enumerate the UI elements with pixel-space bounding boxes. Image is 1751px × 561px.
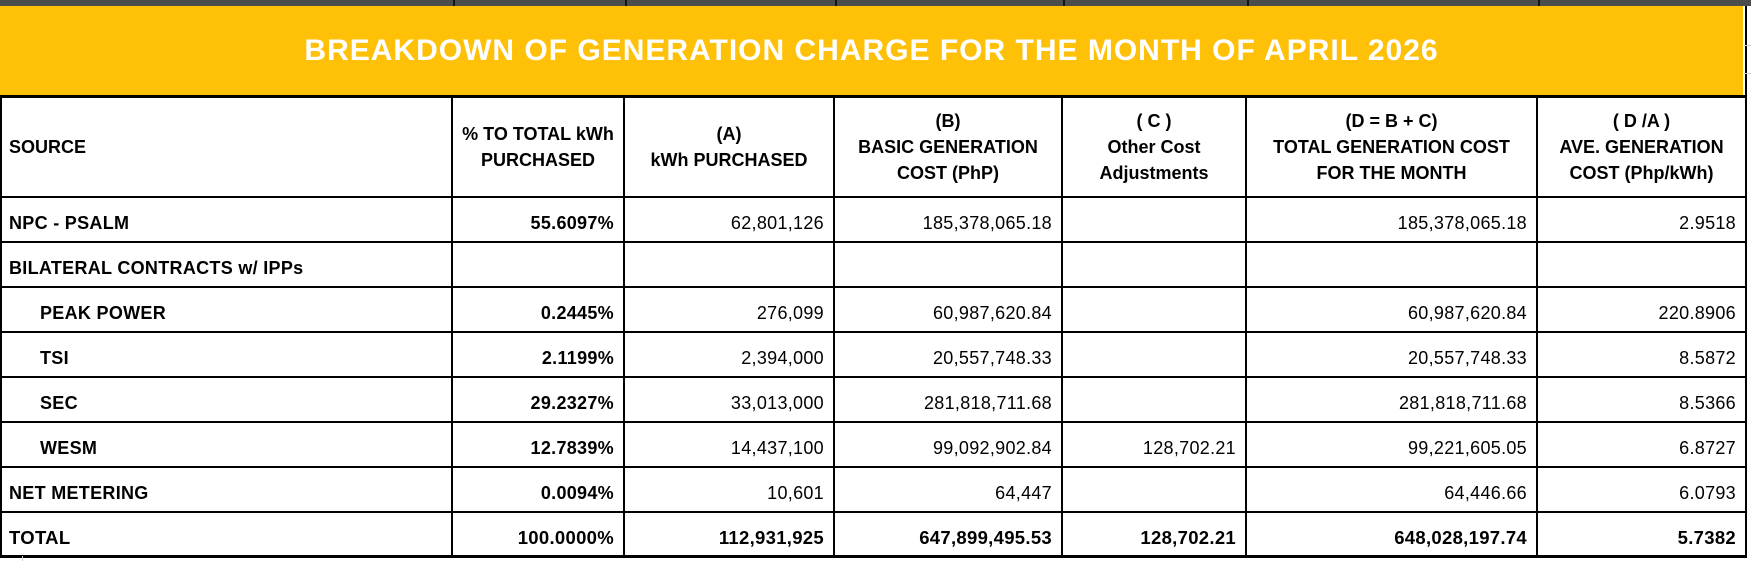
cell-npc-psalm-source[interactable]: NPC - PSALM	[2, 198, 453, 243]
cell-tsi-pct[interactable]: 2.1199%	[453, 333, 625, 378]
cell-npc-psalm-basic[interactable]: 185,378,065.18	[835, 198, 1063, 243]
cell-bilateral-total-cost[interactable]	[1247, 243, 1538, 288]
cell-peak-power-total-cost[interactable]: 60,987,620.84	[1247, 288, 1538, 333]
cell-net-metering-source[interactable]: NET METERING	[2, 468, 453, 513]
col-header-kwh-purchased[interactable]: (A) kWh PURCHASED	[625, 98, 835, 198]
gridline-tick	[835, 0, 837, 6]
cell-wesm-total-cost[interactable]: 99,221,605.05	[1247, 423, 1538, 468]
gridline-stub	[1744, 73, 1751, 74]
cell-total-other[interactable]: 128,702.21	[1063, 513, 1247, 555]
gridline-tick	[453, 0, 455, 6]
cell-tsi-source[interactable]: TSI	[2, 333, 453, 378]
gridline-tick	[625, 0, 627, 6]
cell-wesm-source[interactable]: WESM	[2, 423, 453, 468]
col-header-source[interactable]: SOURCE	[2, 98, 453, 198]
cell-sec-source[interactable]: SEC	[2, 378, 453, 423]
gridline-stub	[22, 556, 23, 561]
cell-peak-power-other[interactable]	[1063, 288, 1247, 333]
table-title: BREAKDOWN OF GENERATION CHARGE FOR THE M…	[304, 33, 1439, 67]
cell-total-total-cost[interactable]: 648,028,197.74	[1247, 513, 1538, 555]
cell-peak-power-pct[interactable]: 0.2445%	[453, 288, 625, 333]
cell-peak-power-source[interactable]: PEAK POWER	[2, 288, 453, 333]
cell-bilateral-ave[interactable]	[1538, 243, 1745, 288]
cell-net-metering-ave[interactable]: 6.0793	[1538, 468, 1745, 513]
cell-bilateral-other[interactable]	[1063, 243, 1247, 288]
cell-wesm-ave[interactable]: 6.8727	[1538, 423, 1745, 468]
cell-peak-power-kwh[interactable]: 276,099	[625, 288, 835, 333]
cell-total-kwh[interactable]: 112,931,925	[625, 513, 835, 555]
col-header-other-cost-adjustments[interactable]: ( C ) Other Cost Adjustments	[1063, 98, 1247, 198]
cell-sec-total-cost[interactable]: 281,818,711.68	[1247, 378, 1538, 423]
gridline-tick	[1247, 0, 1249, 6]
title-band-cell[interactable]: BREAKDOWN OF GENERATION CHARGE FOR THE M…	[0, 6, 1743, 95]
cell-tsi-other[interactable]	[1063, 333, 1247, 378]
cell-npc-psalm-kwh[interactable]: 62,801,126	[625, 198, 835, 243]
cell-net-metering-kwh[interactable]: 10,601	[625, 468, 835, 513]
cell-wesm-other[interactable]: 128,702.21	[1063, 423, 1247, 468]
cell-sec-kwh[interactable]: 33,013,000	[625, 378, 835, 423]
cell-total-source[interactable]: TOTAL	[2, 513, 453, 555]
cell-sec-basic[interactable]: 281,818,711.68	[835, 378, 1063, 423]
gridline-tick	[1538, 0, 1540, 6]
cell-peak-power-basic[interactable]: 60,987,620.84	[835, 288, 1063, 333]
generation-charge-table: SOURCE % TO TOTAL kWh PURCHASED (A) kWh …	[0, 95, 1747, 558]
cell-total-basic[interactable]: 647,899,495.53	[835, 513, 1063, 555]
cell-net-metering-pct[interactable]: 0.0094%	[453, 468, 625, 513]
cell-tsi-kwh[interactable]: 2,394,000	[625, 333, 835, 378]
cell-npc-psalm-other[interactable]	[1063, 198, 1247, 243]
cell-net-metering-total-cost[interactable]: 64,446.66	[1247, 468, 1538, 513]
cell-sec-other[interactable]	[1063, 378, 1247, 423]
table-right-border-segment	[1745, 6, 1747, 95]
cell-bilateral-pct[interactable]	[453, 243, 625, 288]
cell-wesm-kwh[interactable]: 14,437,100	[625, 423, 835, 468]
cell-wesm-pct[interactable]: 12.7839%	[453, 423, 625, 468]
cell-bilateral-source[interactable]: BILATERAL CONTRACTS w/ IPPs	[2, 243, 453, 288]
col-header-basic-generation-cost[interactable]: (B) BASIC GENERATION COST (PhP)	[835, 98, 1063, 198]
cell-net-metering-basic[interactable]: 64,447	[835, 468, 1063, 513]
cell-npc-psalm-ave[interactable]: 2.9518	[1538, 198, 1745, 243]
col-header-pct-total-kwh[interactable]: % TO TOTAL kWh PURCHASED	[453, 98, 625, 198]
cell-sec-pct[interactable]: 29.2327%	[453, 378, 625, 423]
cell-total-ave[interactable]: 5.7382	[1677, 526, 1736, 548]
cell-tsi-basic[interactable]: 20,557,748.33	[835, 333, 1063, 378]
gridline-stub	[1744, 45, 1751, 46]
cell-tsi-total-cost[interactable]: 20,557,748.33	[1247, 333, 1538, 378]
cell-tsi-ave[interactable]: 8.5872	[1538, 333, 1745, 378]
cell-npc-psalm-total-cost[interactable]: 185,378,065.18	[1247, 198, 1538, 243]
cell-bilateral-basic[interactable]	[835, 243, 1063, 288]
cell-sec-ave[interactable]: 8.5366	[1538, 378, 1745, 423]
cell-wesm-basic[interactable]: 99,092,902.84	[835, 423, 1063, 468]
col-header-ave-generation-cost[interactable]: ( D /A ) AVE. GENERATION COST (Php/kWh)	[1538, 98, 1745, 198]
clipped-top-row-strip	[0, 0, 1751, 6]
cell-net-metering-other[interactable]	[1063, 468, 1247, 513]
cell-total-pct[interactable]: 100.0000%	[453, 513, 625, 555]
cell-npc-psalm-pct[interactable]: 55.6097%	[453, 198, 625, 243]
cell-peak-power-ave[interactable]: 220.8906	[1538, 288, 1745, 333]
col-header-total-generation-cost[interactable]: (D = B + C) TOTAL GENERATION COST FOR TH…	[1247, 98, 1538, 198]
cell-bilateral-kwh[interactable]	[625, 243, 835, 288]
gridline-tick	[1063, 0, 1065, 6]
